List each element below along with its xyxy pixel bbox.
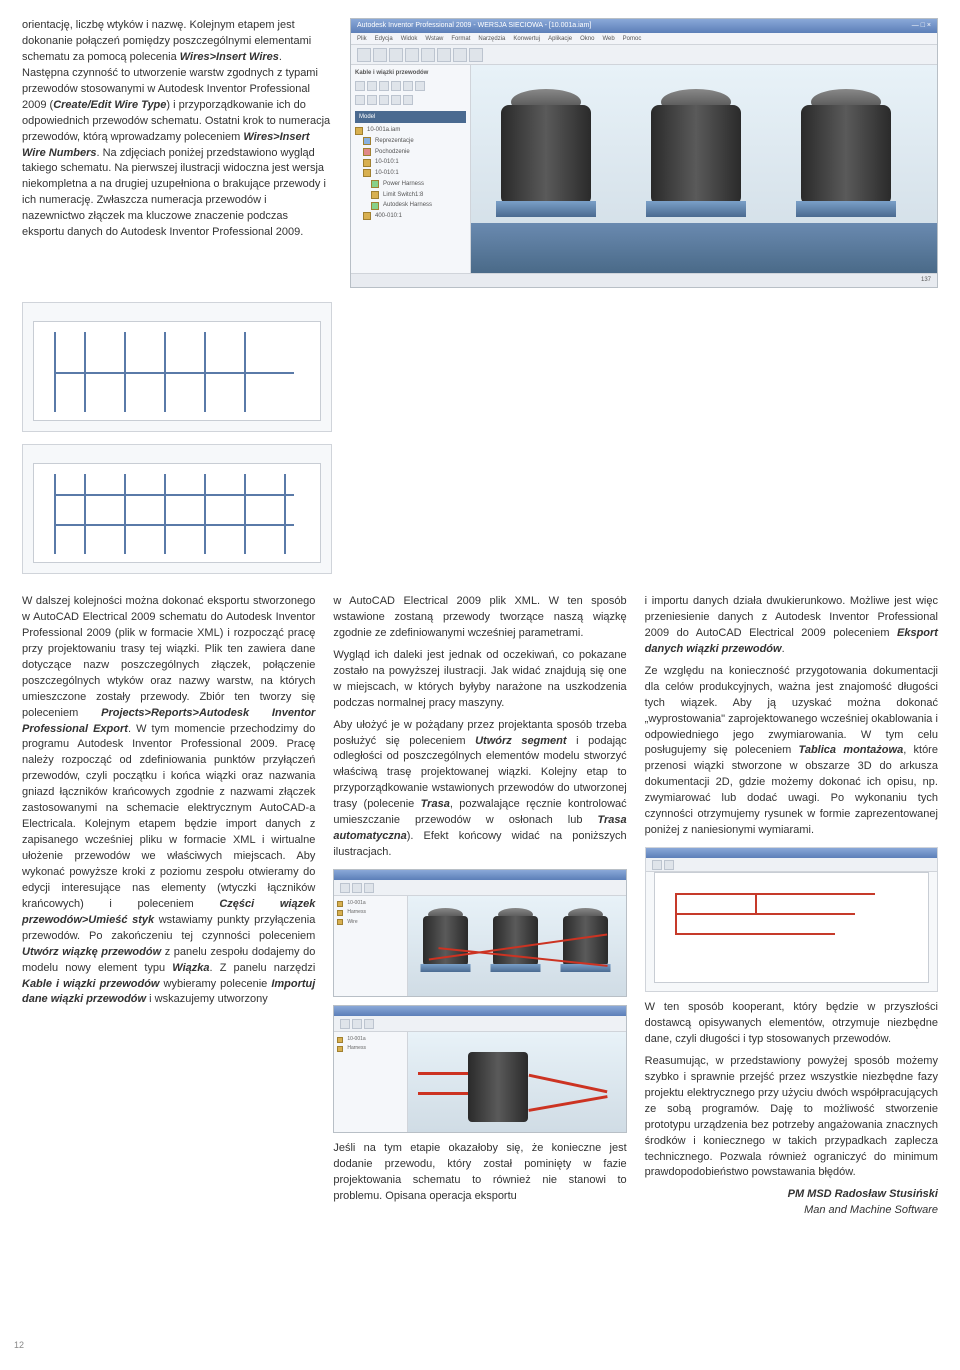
paragraph: W dalszej kolejności można dokonać ekspo… — [22, 594, 315, 1008]
column-1-bottom: W dalszej kolejności można dokonać ekspo… — [22, 594, 315, 1219]
viewport-3d — [471, 65, 937, 273]
menubar: PlikEdycjaWidokWstawFormatNarzędziaKonwe… — [351, 33, 937, 45]
panel-side: Kable i wiązki przewodów Model 10-001a.i… — [351, 65, 471, 273]
window-titlebar: Autodesk Inventor Professional 2009 - WE… — [351, 19, 937, 33]
paragraph: Jeśli na tym etapie okazałoby się, że ko… — [333, 1141, 626, 1205]
inventor-screenshot-small-1: 10-001a Harness Wire — [333, 869, 626, 997]
inventor-screenshot: Autodesk Inventor Professional 2009 - WE… — [350, 18, 938, 288]
inventor-screenshot-small-2: 10-001a Harness — [333, 1005, 626, 1133]
paragraph: W ten sposób kooperant, który będzie w p… — [645, 1000, 938, 1048]
column-2: w AutoCAD Electrical 2009 plik XML. W te… — [333, 594, 626, 1219]
paragraph: Reasumując, w przedstawiony powyżej spos… — [645, 1054, 938, 1182]
paragraph: i importu danych działa dwukierunkowo. M… — [645, 594, 938, 658]
toolbar — [351, 45, 937, 65]
column-3: i importu danych działa dwukierunkowo. M… — [645, 594, 938, 1219]
paragraph: w AutoCAD Electrical 2009 plik XML. W te… — [333, 594, 626, 642]
paragraph: orientację, liczbę wtyków i nazwę. Kolej… — [22, 18, 332, 241]
schematic-thumb-1 — [22, 302, 332, 432]
schematic-thumb-2 — [22, 444, 332, 574]
page-number: 12 — [14, 1339, 24, 1352]
paragraph: Ze względu na konieczność przygotowania … — [645, 664, 938, 839]
paragraph: Wygląd ich daleki jest jednak od oczekiw… — [333, 648, 626, 712]
column-1-top: orientację, liczbę wtyków i nazwę. Kolej… — [22, 18, 332, 288]
drawing-2d-screenshot — [645, 847, 938, 992]
status-bar: 137 — [351, 273, 937, 287]
author-company: Man and Machine Software — [645, 1203, 938, 1219]
main-screenshot-container: Autodesk Inventor Professional 2009 - WE… — [350, 18, 938, 288]
author-name: PM MSD Radosław Stusiński — [645, 1187, 938, 1203]
paragraph: Aby ułożyć je w pożądany przez projektan… — [333, 718, 626, 861]
